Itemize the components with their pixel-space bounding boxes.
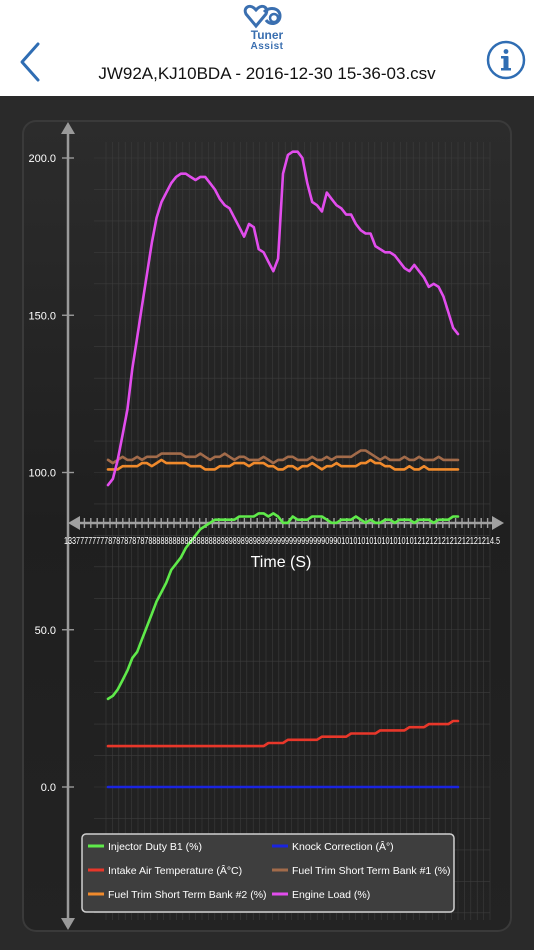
y-axis-ticks: 200.0 150.0 100.0 50.0 0.0 <box>28 153 74 794</box>
y-tick-label: 0.0 <box>41 782 56 794</box>
x-axis-arrow-left <box>68 516 80 530</box>
app-header: Tuner Assist JW92A,KJ10BDA - 2016-12-30 … <box>0 0 534 96</box>
y-tick-label: 200.0 <box>28 153 56 165</box>
legend-label: Knock Correction (Â°) <box>292 840 394 853</box>
y-tick-label: 100.0 <box>28 468 56 480</box>
chevron-left-icon <box>20 42 40 82</box>
chart-grid <box>94 142 491 920</box>
chart-legend: Injector Duty B1 (%) Knock Correction (Â°… <box>81 833 455 913</box>
line-chart[interactable]: 200.0 150.0 100.0 50.0 0.0 Time (S) 13377777… <box>22 120 512 932</box>
info-button[interactable] <box>486 40 526 80</box>
y-tick-label: 150.0 <box>28 310 56 322</box>
legend-label: Injector Duty B1 (%) <box>108 841 202 853</box>
x-axis-label: Time (S) <box>251 554 312 571</box>
series-line-2 <box>106 719 460 748</box>
y-axis-arrow-bottom <box>61 918 75 930</box>
y-tick-label: 50.0 <box>35 625 56 637</box>
info-icon <box>486 40 526 80</box>
x-axis-tick-labels: 1337777777787878787878888888888888888889… <box>64 536 500 547</box>
logo-title: Tuner <box>250 28 284 42</box>
series-line-3 <box>106 449 460 465</box>
chart-series <box>106 150 460 789</box>
chart-panel[interactable]: 200.0 150.0 100.0 50.0 0.0 Time (S) 13377777… <box>22 120 512 932</box>
logo-icon <box>243 4 282 29</box>
series-line-0 <box>106 512 460 701</box>
series-line-4 <box>106 458 460 471</box>
legend-label: Fuel Trim Short Term Bank #1 (%) <box>292 865 451 877</box>
legend-label: Engine Load (%) <box>292 889 370 901</box>
y-axis-arrow-top <box>61 122 75 134</box>
series-line-5 <box>106 150 460 487</box>
logo-subtitle: Assist <box>250 41 284 52</box>
legend-label: Fuel Trim Short Term Bank #2 (%) <box>108 889 267 901</box>
legend-box <box>81 833 455 913</box>
chart-axes <box>61 122 504 930</box>
x-axis-arrow-right <box>492 516 504 530</box>
legend-label: Intake Air Temperature (Â°C) <box>108 864 242 877</box>
back-button[interactable] <box>10 40 50 84</box>
file-title: JW92A,KJ10BDA - 2016-12-30 15-36-03.csv <box>98 64 436 83</box>
tuner-assist-logo: Tuner Assist <box>240 2 294 54</box>
